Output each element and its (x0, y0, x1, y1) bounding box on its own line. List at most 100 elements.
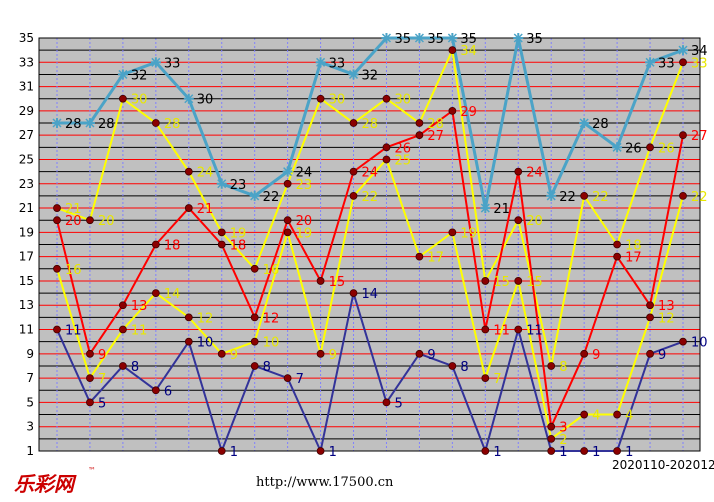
y-tick-label: 15 (19, 274, 34, 288)
y-tick-label: 9 (26, 347, 34, 361)
data-label: 20 (526, 214, 543, 229)
point-marker (349, 119, 358, 127)
data-label: 27 (427, 129, 444, 144)
point-marker (349, 289, 358, 297)
data-label: 27 (691, 129, 708, 144)
data-label: 26 (658, 141, 675, 156)
y-tick-label: 25 (19, 152, 34, 166)
star-marker (249, 190, 260, 201)
data-label: 4 (625, 409, 633, 424)
star-marker (216, 178, 227, 189)
data-label: 28 (164, 117, 181, 132)
data-label: 35 (460, 32, 477, 47)
point-marker (118, 94, 127, 103)
data-label: 28 (592, 117, 609, 132)
point-marker (184, 337, 193, 346)
point-marker (53, 264, 61, 273)
star-marker (381, 33, 392, 43)
data-label: 5 (98, 396, 106, 411)
point-marker (547, 434, 556, 443)
data-label: 35 (394, 32, 411, 47)
point-marker (349, 192, 358, 200)
star-marker (414, 33, 425, 43)
data-label: 1 (329, 445, 337, 460)
data-label: 30 (329, 93, 346, 108)
star-marker (150, 57, 161, 68)
point-marker (184, 204, 193, 212)
series-line (57, 36, 684, 210)
data-label: 33 (691, 56, 708, 71)
y-tick-label: 3 (26, 420, 34, 434)
data-label: 18 (625, 239, 642, 254)
data-label: 24 (362, 166, 379, 181)
point-marker (481, 277, 490, 285)
y-tick-label: 27 (19, 128, 34, 142)
star-marker (546, 190, 557, 201)
y-tick-label: 17 (19, 250, 34, 264)
data-label: 1 (625, 445, 633, 460)
point-marker (151, 289, 160, 297)
point-marker (481, 374, 490, 383)
data-label: 16 (65, 263, 82, 278)
point-marker (613, 410, 622, 419)
point-marker (514, 167, 523, 176)
data-label: 11 (131, 324, 148, 339)
star-marker (579, 118, 590, 129)
point-marker (250, 337, 259, 346)
data-label: 34 (691, 44, 708, 59)
data-label: 8 (559, 360, 567, 375)
data-label: 14 (164, 287, 181, 302)
data-label: 22 (362, 190, 379, 205)
point-marker (184, 167, 193, 176)
y-tick-label: 19 (19, 225, 34, 239)
data-label: 13 (131, 299, 148, 314)
point-marker (382, 94, 391, 103)
y-tick-label: 35 (19, 31, 34, 45)
point-marker (646, 349, 654, 358)
data-label: 15 (329, 275, 346, 290)
data-label: 26 (625, 141, 642, 156)
data-label: 2 (559, 433, 567, 448)
y-tick-label: 13 (19, 298, 34, 312)
point-marker (415, 349, 424, 358)
data-label: 9 (230, 348, 238, 363)
data-label: 35 (526, 32, 543, 47)
data-label: 20 (296, 214, 313, 229)
point-marker (613, 447, 622, 455)
y-tick-label: 11 (19, 323, 34, 337)
data-label: 33 (164, 56, 181, 71)
data-label: 32 (362, 68, 379, 83)
data-label: 21 (493, 202, 510, 217)
point-marker (250, 313, 259, 322)
data-label: 28 (65, 117, 82, 132)
point-marker (283, 179, 292, 188)
data-label: 12 (658, 311, 675, 326)
point-marker (151, 119, 160, 127)
data-label: 12 (197, 311, 214, 326)
logo-trademark: ™ (88, 466, 96, 475)
star-marker (645, 57, 656, 68)
data-label: 6 (164, 384, 172, 399)
website-link[interactable]: http://www.17500.cn (256, 475, 394, 490)
point-marker (217, 349, 226, 358)
data-label: 23 (296, 178, 313, 193)
point-marker (580, 447, 589, 455)
point-marker (349, 167, 358, 176)
series-line (56, 292, 684, 452)
data-label: 9 (658, 348, 666, 363)
data-label: 11 (526, 324, 543, 339)
point-marker (316, 447, 325, 455)
data-label: 30 (394, 93, 411, 108)
data-label: 15 (526, 275, 543, 290)
y-tick-label: 29 (19, 104, 34, 118)
data-label: 10 (263, 336, 280, 351)
y-tick-label: 7 (26, 371, 34, 385)
data-label: 11 (493, 324, 510, 339)
star-marker (52, 118, 62, 129)
point-marker (316, 94, 325, 103)
data-label: 17 (427, 251, 444, 266)
data-label: 1 (559, 445, 567, 460)
point-marker (382, 143, 391, 152)
